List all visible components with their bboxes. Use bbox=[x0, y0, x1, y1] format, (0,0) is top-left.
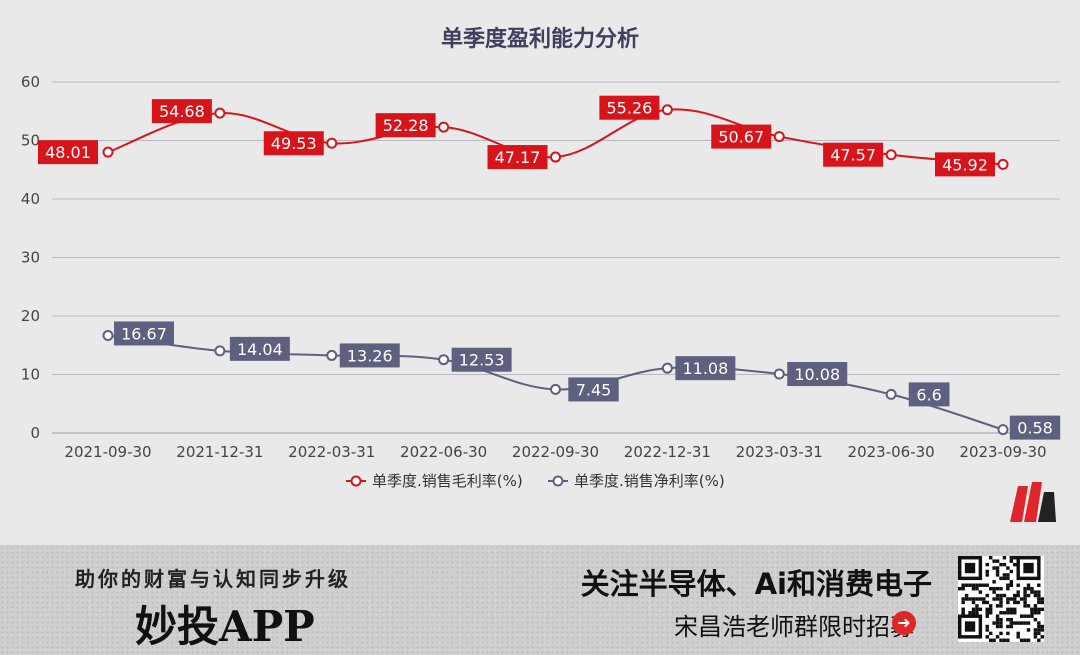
promo-banner[interactable]: 助你的财富与认知同步升级 妙投APP 关注半导体、Ai和消费电子 宋昌浩老师群限… bbox=[0, 545, 1080, 655]
data-label-box bbox=[1009, 415, 1061, 440]
x-tick-label: 2023-09-30 bbox=[959, 443, 1046, 461]
y-tick-label: 20 bbox=[21, 307, 40, 325]
data-label-box bbox=[568, 377, 619, 402]
data-point[interactable] bbox=[885, 149, 897, 161]
y-axis-ticks: 0 10 20 30 40 50 60 bbox=[21, 73, 40, 442]
data-label: 50.67 bbox=[718, 128, 764, 147]
data-label: 47.17 bbox=[495, 148, 541, 167]
legend-item-gross-margin[interactable]: 单季度.销售毛利率(%) bbox=[346, 472, 523, 490]
data-label-box bbox=[599, 95, 660, 120]
data-label-box bbox=[935, 152, 995, 177]
data-point[interactable] bbox=[773, 131, 785, 143]
data-point[interactable] bbox=[102, 329, 114, 341]
data-point[interactable] bbox=[997, 424, 1009, 436]
chart-title: 单季度盈利能力分析 bbox=[441, 26, 639, 52]
data-point[interactable] bbox=[326, 349, 338, 361]
x-tick-label: 2022-12-31 bbox=[624, 443, 711, 461]
data-point[interactable] bbox=[550, 151, 561, 163]
data-point[interactable] bbox=[326, 137, 338, 149]
brand-logo-icon bbox=[1010, 482, 1056, 522]
x-tick-label: 2022-06-30 bbox=[400, 443, 487, 461]
data-point[interactable] bbox=[885, 388, 897, 400]
data-label-box bbox=[823, 142, 884, 167]
data-label: 16.67 bbox=[121, 324, 167, 343]
banner-app-name: 妙投APP bbox=[135, 602, 315, 651]
data-label: 48.01 bbox=[45, 143, 91, 162]
legend-label-net-margin: 单季度.销售净利率(%) bbox=[574, 472, 725, 490]
data-label: 12.53 bbox=[459, 351, 505, 370]
x-axis-ticks: 2021-09-30 2021-12-31 2022-03-31 2022-06-30… bbox=[64, 443, 1046, 461]
data-label: 52.28 bbox=[383, 116, 429, 135]
data-label-box bbox=[375, 113, 436, 138]
qr-code-icon[interactable] bbox=[958, 556, 1044, 642]
y-tick-label: 30 bbox=[21, 249, 40, 267]
legend-item-net-margin[interactable]: 单季度.销售净利率(%) bbox=[548, 472, 725, 490]
data-point[interactable] bbox=[661, 362, 673, 374]
data-label-box bbox=[263, 131, 324, 156]
data-label: 45.92 bbox=[942, 155, 988, 174]
x-tick-label: 2021-09-30 bbox=[64, 443, 151, 461]
x-tick-label: 2023-03-31 bbox=[736, 443, 823, 461]
x-tick-label: 2023-06-30 bbox=[848, 443, 935, 461]
data-point[interactable] bbox=[214, 107, 226, 119]
data-point[interactable] bbox=[438, 121, 450, 133]
data-label: 49.53 bbox=[271, 134, 317, 153]
data-label: 6.6 bbox=[916, 385, 941, 404]
data-label: 10.08 bbox=[794, 365, 840, 384]
data-point[interactable] bbox=[550, 383, 561, 395]
banner-slogan: 助你的财富与认知同步升级 bbox=[75, 567, 351, 591]
y-tick-label: 60 bbox=[21, 73, 40, 91]
x-tick-label: 2021-12-31 bbox=[176, 443, 263, 461]
data-label: 14.04 bbox=[237, 340, 283, 359]
data-label: 11.08 bbox=[682, 359, 728, 378]
data-label-box bbox=[675, 356, 736, 381]
data-point[interactable] bbox=[102, 146, 114, 158]
banner-promo-sub: 宋昌浩老师群限时招募 bbox=[674, 613, 914, 641]
data-point[interactable] bbox=[773, 368, 785, 380]
y-tick-label: 0 bbox=[30, 424, 40, 442]
data-label: 13.26 bbox=[347, 346, 393, 365]
data-label-box bbox=[908, 382, 950, 407]
data-point[interactable] bbox=[438, 354, 450, 366]
series-layer: 48.01 54.68 49.53 52.28 47.17 55.26 50.67 47.57… bbox=[38, 95, 1061, 440]
data-label-box bbox=[151, 99, 212, 124]
data-label-box bbox=[339, 343, 400, 368]
data-label: 0.58 bbox=[1017, 419, 1053, 438]
arrow-right-circle-icon[interactable]: ➜ bbox=[892, 611, 916, 635]
data-label: 55.26 bbox=[606, 99, 652, 118]
data-label-box bbox=[787, 362, 848, 387]
y-tick-label: 50 bbox=[21, 132, 40, 150]
banner-promo-main: 关注半导体、Ai和消费电子 bbox=[580, 567, 932, 601]
data-point[interactable] bbox=[214, 345, 226, 357]
data-label-box bbox=[451, 347, 512, 372]
data-label-box bbox=[38, 140, 98, 165]
x-tick-label: 2022-03-31 bbox=[288, 443, 375, 461]
legend-label-gross-margin: 单季度.销售毛利率(%) bbox=[372, 472, 523, 490]
data-label: 54.68 bbox=[159, 102, 205, 121]
data-label-box bbox=[487, 145, 548, 170]
data-label-box bbox=[114, 321, 174, 346]
data-point[interactable] bbox=[661, 104, 673, 116]
grid-lines bbox=[52, 81, 1060, 434]
legend[interactable]: 单季度.销售毛利率(%) 单季度.销售净利率(%) bbox=[346, 472, 725, 490]
y-tick-label: 10 bbox=[21, 366, 40, 384]
data-label: 47.57 bbox=[830, 146, 876, 165]
y-tick-label: 40 bbox=[21, 190, 40, 208]
chart: 单季度盈利能力分析 0 10 20 30 40 50 60 2021-09-30 2021-1… bbox=[21, 26, 1061, 490]
x-tick-label: 2022-09-30 bbox=[512, 443, 599, 461]
data-label-box bbox=[711, 124, 772, 149]
data-label-box bbox=[229, 336, 290, 361]
data-label: 7.45 bbox=[576, 380, 612, 399]
data-point[interactable] bbox=[997, 158, 1009, 170]
